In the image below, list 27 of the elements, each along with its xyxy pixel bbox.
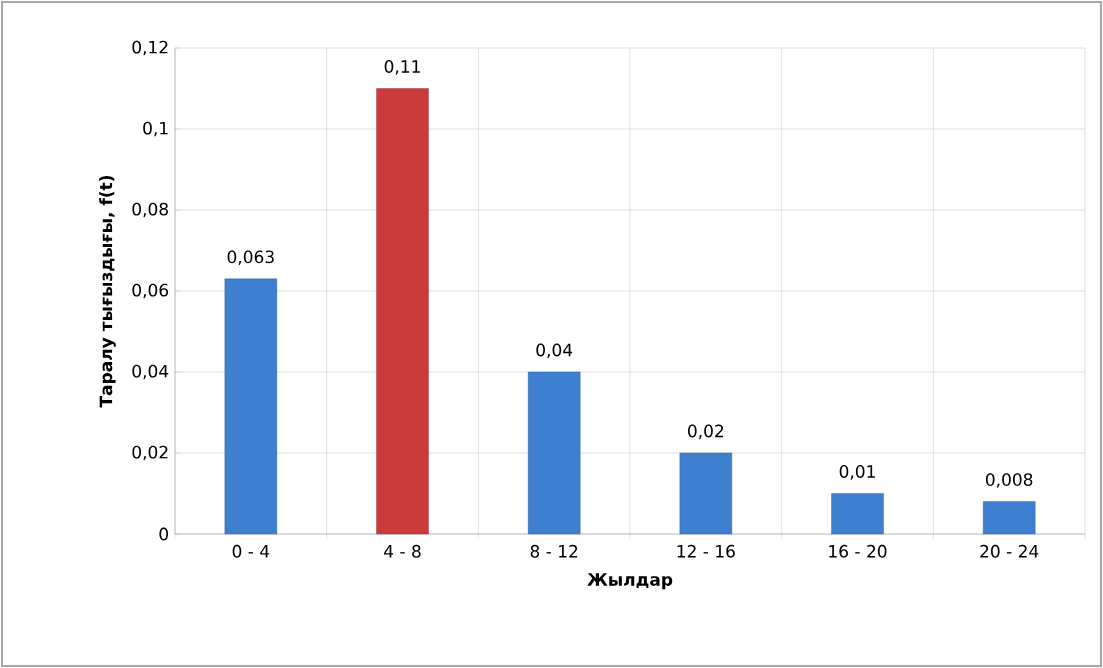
y-tick-label: 0,04 [132, 364, 169, 380]
bar [982, 501, 1036, 535]
x-tick-label: 16 - 20 [829, 544, 887, 558]
y-tick-label: 0,12 [132, 40, 168, 56]
x-tick-label: 4 - 8 [384, 544, 421, 558]
data-label: 0,02 [688, 424, 724, 440]
data-label: 0,008 [985, 473, 1033, 488]
bar [679, 452, 733, 535]
data-label: 0,04 [536, 343, 573, 359]
y-tick-label: 0,08 [132, 202, 168, 218]
bar [831, 493, 884, 535]
y-tick-label: 0,06 [132, 283, 169, 299]
data-label: 0,01 [839, 465, 875, 480]
x-axis-title: Жылдар [587, 573, 673, 590]
y-tick-label: 0,02 [132, 445, 168, 461]
y-axis-title: Таралу тығыздығы, f(t) [99, 175, 116, 408]
data-label: 0,11 [384, 60, 420, 75]
bar [376, 88, 429, 535]
x-tick-label: 12 - 16 [677, 544, 735, 558]
y-tick-label: 0 [159, 527, 169, 541]
x-tick-label: 8 - 12 [530, 544, 578, 558]
bar [224, 278, 278, 535]
data-label: 0,063 [227, 250, 274, 265]
x-tick-label: 0 - 4 [232, 544, 270, 558]
y-tick-label: 0,1 [143, 121, 168, 137]
bar [527, 371, 581, 535]
x-tick-label: 20 - 24 [980, 544, 1039, 558]
